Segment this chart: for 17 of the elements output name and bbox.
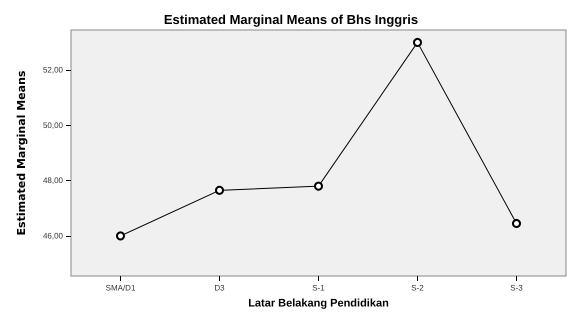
point xyxy=(116,231,125,240)
y-tick-label: 46,00 xyxy=(42,231,64,240)
y-axis-title: Estimated Marginal Means xyxy=(15,70,28,236)
x-tick-label: S-3 xyxy=(510,284,524,292)
point xyxy=(413,38,422,47)
x-tick-label: S-2 xyxy=(411,284,424,292)
x-tick-label: S-1 xyxy=(312,284,326,292)
point xyxy=(512,218,521,228)
chart-title: Estimated Marginal Means of Bhs Inggris xyxy=(164,12,418,27)
point xyxy=(314,182,323,191)
x-axis-title: Latar Belakang Pendidikan xyxy=(248,298,390,310)
y-tick-label: 48,00 xyxy=(42,176,64,186)
x-tick-label: SMA/D1 xyxy=(106,284,136,292)
y-tick-label: 50,00 xyxy=(42,120,64,130)
point xyxy=(215,186,224,195)
y-tick-label: 52,00 xyxy=(42,66,64,75)
x-tick-label: D3 xyxy=(214,284,226,292)
